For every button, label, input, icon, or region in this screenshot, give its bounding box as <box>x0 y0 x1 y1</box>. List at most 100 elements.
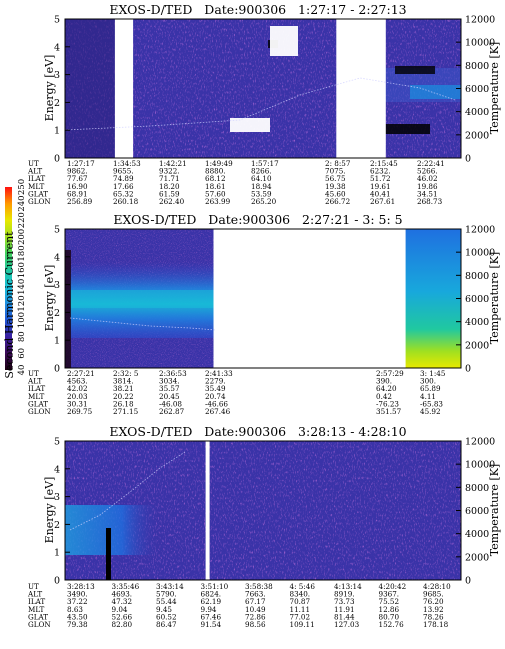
y2-tick-label: 4000 <box>465 317 489 328</box>
orbit-row-label: ILAT <box>28 384 45 393</box>
orbit-cell: 8880. <box>205 167 226 176</box>
orbit-row-label: ILAT <box>28 174 45 183</box>
colorbar-tick-label: 200 <box>17 229 27 245</box>
orbit-row-label: GLON <box>28 197 51 206</box>
panel-1: EXOS-D/TED Date:900306 1:27:17 - 2:27:13… <box>27 2 501 206</box>
orbit-cell: 4: 5:46 <box>290 582 316 591</box>
panel-1-data-gaps <box>114 19 386 158</box>
orbit-cell: 256.89 <box>67 197 93 206</box>
orbit-cell: 9367. <box>379 590 400 599</box>
orbit-cell: 86.47 <box>156 620 177 629</box>
orbit-cell: 91.54 <box>201 620 222 629</box>
orbit-cell: 9.45 <box>156 605 172 614</box>
orbit-cell: 267.46 <box>205 407 231 416</box>
panel-2-y2-axis-label: Temperature [K] <box>488 252 501 344</box>
orbit-row-label: ILAT <box>28 597 45 606</box>
orbit-cell: 13.92 <box>423 605 444 614</box>
orbit-cell: 68.12 <box>205 174 226 183</box>
data-gap <box>213 229 406 368</box>
orbit-cell: 7075. <box>325 167 346 176</box>
orbit-cell: 16.90 <box>67 182 88 191</box>
orbit-row-label: UT <box>28 159 39 168</box>
panel-3-y-ticks: 0 1 2 3 4 5 <box>54 437 70 587</box>
y-tick-label: 0 <box>54 154 60 165</box>
orbit-cell: 300. <box>420 377 436 386</box>
orbit-cell: 8.63 <box>67 605 83 614</box>
orbit-cell: 3034. <box>159 377 180 386</box>
y-tick-label: 0 <box>54 364 60 375</box>
orbit-cell: 78.26 <box>423 612 444 621</box>
panel-1-y-axis-label: Energy [eV] <box>43 55 56 122</box>
orbit-cell: 8340. <box>290 590 311 599</box>
orbit-cell: 2:36:53 <box>159 369 187 378</box>
orbit-cell: 45.60 <box>325 189 346 198</box>
orbit-cell: 61.59 <box>159 189 180 198</box>
orbit-cell: 80.70 <box>379 612 400 621</box>
y-tick-label: 0 <box>54 576 60 587</box>
orbit-cell: 47.32 <box>112 597 133 606</box>
orbit-row-label: MLT <box>28 182 45 191</box>
orbit-row-label: ALT <box>27 167 42 176</box>
panel-3: EXOS-D/TED Date:900306 3:28:13 - 4:28:10… <box>27 424 501 629</box>
colorbar-tick-label: 180 <box>17 245 27 261</box>
orbit-cell: 265.20 <box>251 197 277 206</box>
orbit-cell: 67.46 <box>201 612 222 621</box>
orbit-cell: 56.75 <box>325 174 346 183</box>
orbit-cell: 65.89 <box>420 384 441 393</box>
colorbar-tick-label: 160 <box>17 262 27 278</box>
y2-tick-label: 0 <box>465 154 471 165</box>
orbit-row-label: MLT <box>28 392 45 401</box>
orbit-row-label: GLON <box>28 407 51 416</box>
orbit-cell: 53.59 <box>251 189 272 198</box>
orbit-cell: 37.22 <box>67 597 88 606</box>
y2-tick-label: 10000 <box>465 460 495 471</box>
orbit-cell: 12.86 <box>379 605 400 614</box>
orbit-cell: 17.66 <box>113 182 134 191</box>
orbit-cell: 127.03 <box>334 620 360 629</box>
orbit-cell: 74.89 <box>113 174 134 183</box>
orbit-cell: 2:57:29 <box>376 369 404 378</box>
orbit-cell: 5790. <box>156 590 177 599</box>
panel-3-ion-blob <box>65 505 160 555</box>
panel-3-y-axis-label: Energy [eV] <box>43 477 56 544</box>
colorbar-tick-label: 120 <box>17 295 27 311</box>
orbit-cell: 20.45 <box>159 392 180 401</box>
colorbar-tick-label: 40 <box>17 365 27 376</box>
orbit-cell: 2:32: 5 <box>113 369 139 378</box>
orbit-cell: 46.02 <box>417 174 438 183</box>
y2-tick-label: 12000 <box>465 225 495 236</box>
y2-tick-label: 2000 <box>465 130 489 141</box>
orbit-cell: 2:22:41 <box>417 159 445 168</box>
orbit-cell: 45.92 <box>420 407 441 416</box>
orbit-cell: 267.61 <box>370 197 395 206</box>
orbit-cell: 0.42 <box>376 392 392 401</box>
panel-3-data-gaps <box>205 441 210 580</box>
orbit-cell: -65.83 <box>420 399 443 408</box>
colorbar-tick-label: 60 <box>17 348 27 359</box>
y2-tick-label: 4000 <box>465 529 489 540</box>
orbit-cell: 19.61 <box>370 182 391 191</box>
orbit-cell: 3:51:10 <box>201 582 229 591</box>
orbit-cell: 109.11 <box>290 620 315 629</box>
orbit-cell: 30.31 <box>67 399 88 408</box>
orbit-cell: 64.20 <box>376 384 397 393</box>
panel-1-black-patch <box>385 124 430 134</box>
orbit-cell: 9.94 <box>201 605 217 614</box>
orbit-cell: 71.71 <box>159 174 180 183</box>
orbit-cell: 2:41:33 <box>205 369 233 378</box>
orbit-cell: 4:20:42 <box>379 582 407 591</box>
panel-1-title: EXOS-D/TED Date:900306 1:27:17 - 2:27:13 <box>109 2 406 17</box>
orbit-cell: 2279. <box>205 377 226 386</box>
y-tick-label: 3 <box>54 280 60 291</box>
panel-2-data-gaps <box>213 229 406 368</box>
orbit-cell: 4:28:10 <box>423 582 451 591</box>
panel-2-y-axis-label: Energy [eV] <box>43 265 56 332</box>
orbit-cell: 1:42:21 <box>159 159 187 168</box>
orbit-row-label: MLT <box>28 605 45 614</box>
orbit-cell: 65.32 <box>113 189 134 198</box>
orbit-cell: 9862. <box>67 167 88 176</box>
orbit-cell: 9685. <box>423 590 444 599</box>
data-gap <box>336 19 386 158</box>
